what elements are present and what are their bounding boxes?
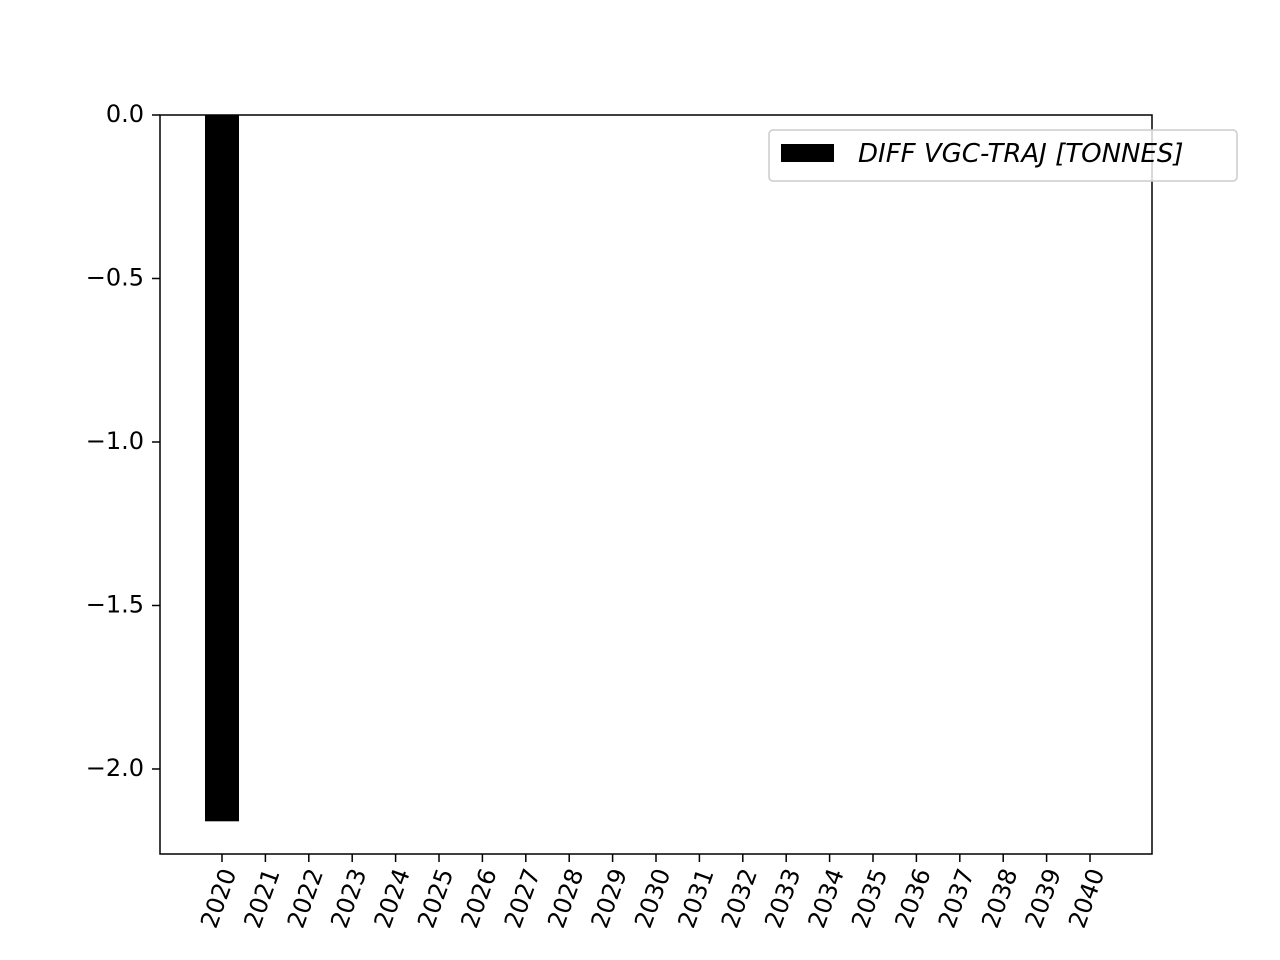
x-tick-label-2033: 2033 xyxy=(759,865,806,932)
plot-frame xyxy=(159,114,1153,855)
x-axis: 2020202120222023202420252026202720282029… xyxy=(195,854,1110,932)
x-tick-label-2020: 2020 xyxy=(195,865,242,932)
y-tick-label: −2.0 xyxy=(86,754,144,782)
y-tick-label: −0.5 xyxy=(86,263,144,291)
x-tick-label-2030: 2030 xyxy=(629,865,676,932)
bar-2020 xyxy=(205,115,239,822)
x-tick-label-2026: 2026 xyxy=(455,865,502,932)
x-tick-label-2034: 2034 xyxy=(803,865,850,932)
x-tick-label-2025: 2025 xyxy=(412,865,459,932)
x-tick-label-2039: 2039 xyxy=(1020,865,1067,932)
x-tick-label-2040: 2040 xyxy=(1063,865,1110,932)
legend-label: DIFF VGC-TRAJ [TONNES] xyxy=(858,139,1184,169)
x-tick-label-2022: 2022 xyxy=(282,865,329,932)
legend: DIFF VGC-TRAJ [TONNES] xyxy=(768,129,1238,182)
x-tick-label-2023: 2023 xyxy=(325,865,372,932)
y-axis: 0.0 −0.5 −1.0 −1.5 −2.0 xyxy=(86,100,160,782)
x-tick-label-2037: 2037 xyxy=(933,865,980,932)
y-tick-label: 0.0 xyxy=(106,100,144,128)
bars-group xyxy=(205,115,239,822)
x-tick-label-2032: 2032 xyxy=(716,865,763,932)
y-tick-label: −1.5 xyxy=(86,590,144,618)
y-tick-label: −1.0 xyxy=(86,427,144,455)
x-tick-label-2027: 2027 xyxy=(499,865,546,932)
x-tick-label-2024: 2024 xyxy=(369,865,416,932)
legend-box xyxy=(768,129,1238,182)
x-tick-label-2029: 2029 xyxy=(586,865,633,932)
x-tick-label-2021: 2021 xyxy=(238,865,285,932)
x-tick-label-2031: 2031 xyxy=(672,865,719,932)
x-tick-label-2035: 2035 xyxy=(846,865,893,932)
x-tick-label-2038: 2038 xyxy=(976,865,1023,932)
x-tick-label-2028: 2028 xyxy=(542,865,589,932)
legend-swatch xyxy=(781,144,834,162)
x-tick-label-2036: 2036 xyxy=(889,865,936,932)
